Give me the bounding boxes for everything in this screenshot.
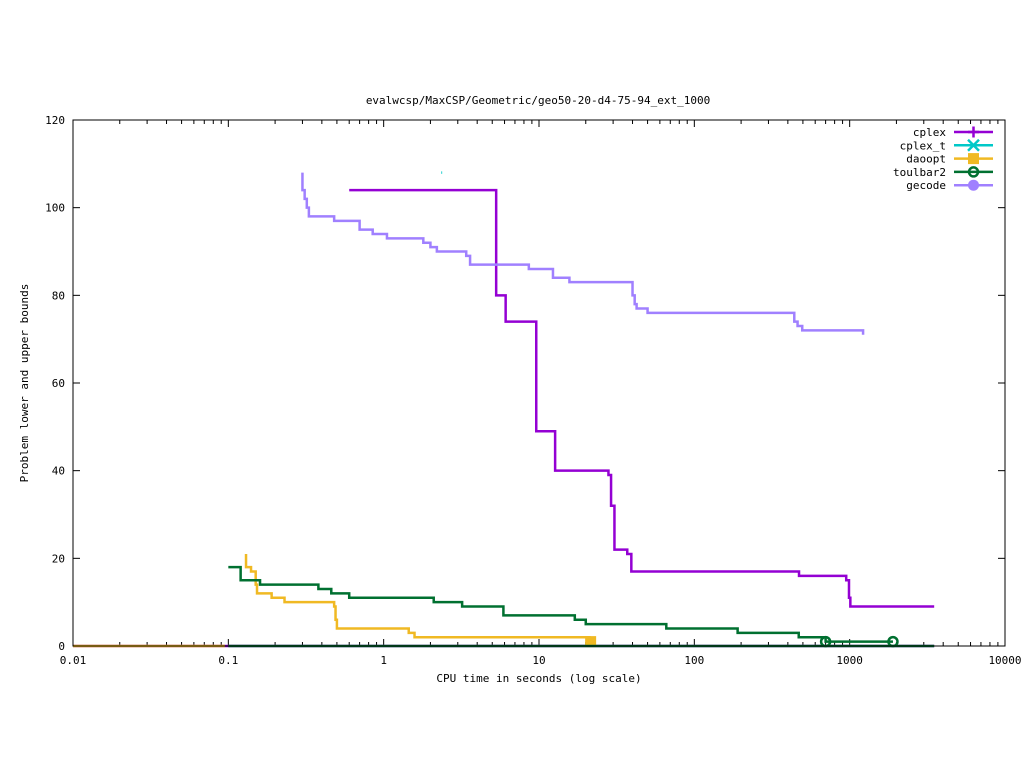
y-axis-label: Problem lower and upper bounds bbox=[18, 284, 31, 483]
series-line-cplex bbox=[349, 188, 935, 608]
legend-marker bbox=[968, 179, 979, 191]
y-tick-label: 80 bbox=[52, 289, 65, 302]
legend-marker bbox=[968, 153, 979, 165]
x-tick-label: 1 bbox=[380, 654, 387, 667]
legend-label: gecode bbox=[906, 179, 946, 192]
y-tick-label: 120 bbox=[45, 114, 65, 127]
legend-label: toulbar2 bbox=[893, 166, 946, 179]
x-tick-label: 10000 bbox=[988, 654, 1021, 667]
series-gecode bbox=[301, 172, 865, 335]
legend-entry: daoopt bbox=[906, 153, 993, 166]
x-tick-label: 10 bbox=[532, 654, 545, 667]
x-tick-label: 100 bbox=[684, 654, 704, 667]
tick-labels: 0 20 40 60 80 100 120 0.01 0.1 1 10 100 1000 10000 bbox=[45, 114, 1021, 667]
legend-marker bbox=[968, 126, 979, 138]
series-daoopt bbox=[73, 553, 597, 648]
y-tick-label: 60 bbox=[52, 377, 65, 390]
legend-entry: gecode bbox=[906, 179, 993, 192]
plot-frame bbox=[72, 119, 1006, 647]
legend-marker bbox=[967, 166, 980, 178]
legend-label: cplex bbox=[913, 126, 946, 139]
x-axis-label: CPU time in seconds (log scale) bbox=[436, 672, 641, 685]
legend-entry: cplex_t bbox=[900, 138, 993, 152]
plot-series bbox=[73, 171, 935, 648]
legend-marker bbox=[967, 138, 980, 152]
legend-entry: cplex bbox=[913, 126, 993, 139]
series-line-gecode bbox=[301, 172, 865, 335]
series-line-toulbar2 bbox=[228, 565, 893, 643]
x-tick-label: 0.1 bbox=[218, 654, 238, 667]
legend-entry: toulbar2 bbox=[893, 166, 993, 179]
x-tick-label: 0.01 bbox=[60, 654, 87, 667]
chart-title: evalwcsp/MaxCSP/Geometric/geo50-20-d4-75… bbox=[366, 94, 710, 107]
y-tick-label: 20 bbox=[52, 552, 65, 565]
x-tick-label: 1000 bbox=[836, 654, 863, 667]
series-marker-daoopt bbox=[585, 636, 597, 648]
tick-marks bbox=[72, 119, 1006, 647]
series-line-daoopt bbox=[244, 553, 591, 639]
series-cplex bbox=[73, 188, 935, 648]
y-tick-label: 0 bbox=[58, 640, 65, 653]
y-tick-label: 100 bbox=[45, 202, 65, 215]
legend-label: cplex_t bbox=[900, 139, 946, 152]
y-tick-label: 40 bbox=[52, 465, 65, 478]
legend-label: daoopt bbox=[906, 153, 946, 166]
